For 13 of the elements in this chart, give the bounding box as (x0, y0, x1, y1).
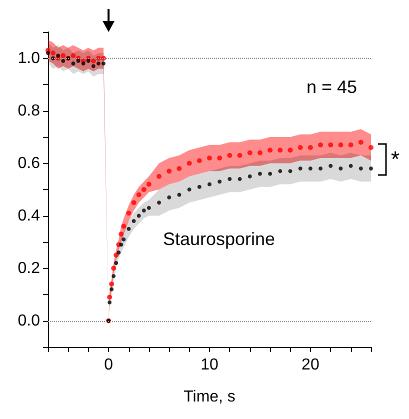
annotation: n = 45 (306, 77, 357, 97)
annotation: Staurosporine (163, 229, 276, 249)
y-tick-label: 1.0 (18, 50, 40, 67)
y-tick-label: 0.6 (18, 154, 40, 172)
x-tick-label: 10 (200, 356, 218, 374)
y-tick-label: 0.8 (18, 102, 40, 120)
y-tick-label: 0.0 (18, 312, 40, 330)
text: * (391, 146, 400, 172)
y-tick-label: 0.2 (18, 260, 40, 277)
x-tick-label: 0 (104, 356, 114, 374)
x-axis-title: Time, s (184, 388, 236, 406)
x-tick-label: 20 (302, 356, 320, 374)
y-tick-label: 0.4 (18, 207, 40, 224)
